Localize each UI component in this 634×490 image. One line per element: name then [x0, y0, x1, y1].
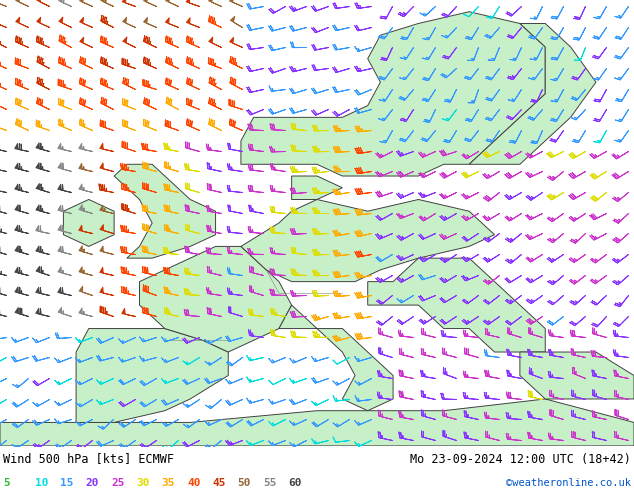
Polygon shape	[139, 246, 292, 352]
Text: 35: 35	[162, 478, 175, 488]
Polygon shape	[241, 12, 545, 176]
Polygon shape	[114, 164, 216, 258]
Polygon shape	[0, 399, 634, 446]
Text: 40: 40	[187, 478, 200, 488]
Polygon shape	[76, 329, 228, 422]
Text: 55: 55	[263, 478, 276, 488]
Polygon shape	[520, 352, 634, 399]
Polygon shape	[368, 258, 545, 352]
Polygon shape	[241, 199, 495, 282]
Text: 30: 30	[136, 478, 150, 488]
Text: 10: 10	[35, 478, 48, 488]
Text: 50: 50	[238, 478, 251, 488]
Polygon shape	[63, 199, 114, 246]
Text: 5: 5	[3, 478, 10, 488]
Text: 25: 25	[111, 478, 124, 488]
Text: 45: 45	[212, 478, 226, 488]
Polygon shape	[279, 305, 393, 411]
Text: 20: 20	[86, 478, 99, 488]
Text: 15: 15	[60, 478, 74, 488]
Text: Mo 23-09-2024 12:00 UTC (18+42): Mo 23-09-2024 12:00 UTC (18+42)	[410, 453, 631, 466]
Text: ©weatheronline.co.uk: ©weatheronline.co.uk	[506, 478, 631, 488]
Text: Wind 500 hPa [kts] ECMWF: Wind 500 hPa [kts] ECMWF	[3, 453, 174, 466]
Polygon shape	[469, 24, 596, 164]
Polygon shape	[292, 176, 342, 199]
Text: 60: 60	[288, 478, 302, 488]
